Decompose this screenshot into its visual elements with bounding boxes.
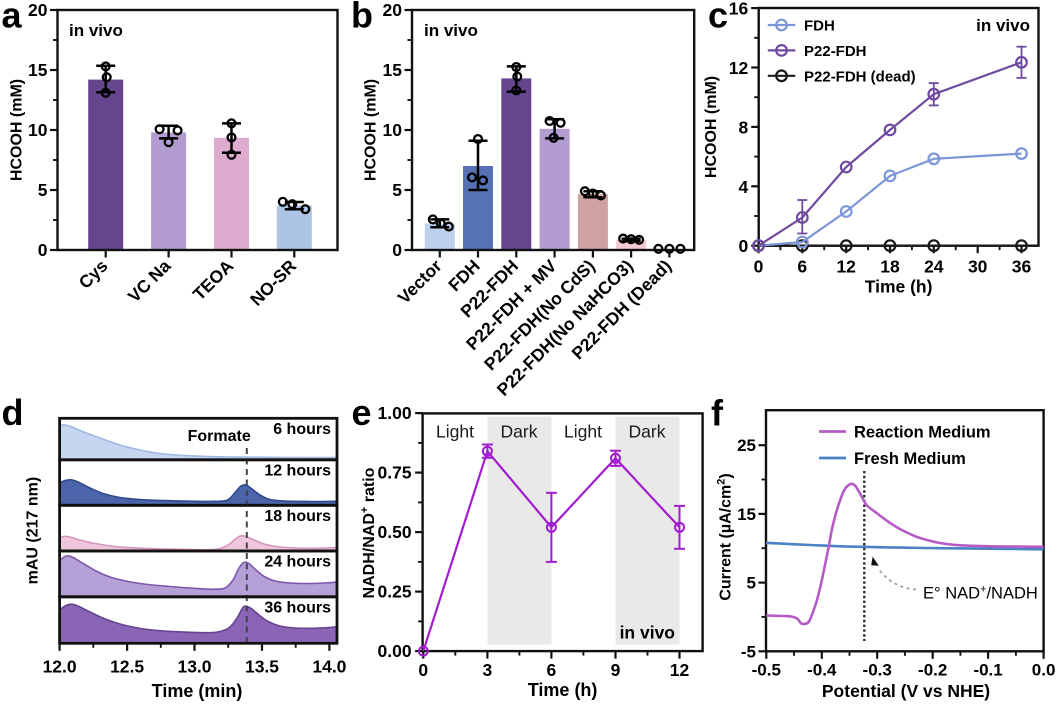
svg-text:-5: -5 (741, 642, 756, 661)
svg-text:-0.3: -0.3 (863, 660, 892, 679)
svg-text:1.00: 1.00 (378, 403, 412, 423)
svg-text:0.50: 0.50 (378, 522, 412, 542)
svg-text:0: 0 (418, 660, 428, 680)
svg-text:12: 12 (670, 660, 690, 680)
svg-text:Potential (V vs NHE): Potential (V vs NHE) (822, 681, 990, 701)
svg-text:a: a (2, 0, 23, 36)
svg-text:FDH: FDH (804, 18, 835, 35)
svg-text:0.0: 0.0 (1032, 660, 1056, 679)
svg-text:15: 15 (383, 60, 403, 80)
svg-text:10: 10 (383, 120, 403, 140)
svg-text:Formate: Formate (188, 428, 251, 445)
svg-text:-0.5: -0.5 (752, 660, 781, 679)
svg-text:HCOOH (mM): HCOOH (mM) (703, 76, 720, 178)
svg-text:0: 0 (392, 240, 402, 260)
svg-text:15: 15 (737, 505, 756, 524)
svg-text:12.0: 12.0 (43, 656, 77, 676)
svg-text:3: 3 (483, 660, 493, 680)
svg-text:16: 16 (729, 0, 749, 19)
svg-text:Light: Light (436, 422, 474, 442)
svg-text:36: 36 (1012, 257, 1032, 277)
svg-text:Dark: Dark (629, 422, 666, 442)
svg-text:d: d (2, 392, 24, 433)
svg-text:4: 4 (738, 177, 748, 197)
svg-text:0: 0 (38, 240, 48, 260)
svg-text:14.0: 14.0 (312, 656, 346, 676)
svg-text:5: 5 (38, 180, 48, 200)
svg-text:13.5: 13.5 (245, 656, 279, 676)
svg-text:8: 8 (738, 117, 748, 137)
svg-text:24 hours: 24 hours (264, 554, 331, 571)
svg-text:Reaction Medium: Reaction Medium (854, 424, 991, 442)
svg-text:mAU (217 nm): mAU (217 nm) (25, 477, 42, 585)
svg-text:in vivo: in vivo (976, 16, 1030, 35)
svg-text:15: 15 (28, 60, 48, 80)
svg-text:in vivo: in vivo (69, 21, 123, 40)
svg-text:6: 6 (797, 257, 807, 277)
svg-text:6: 6 (547, 660, 557, 680)
svg-text:36 hours: 36 hours (264, 599, 331, 616)
svg-text:0.75: 0.75 (378, 463, 412, 483)
svg-text:E° NAD+/NADH: E° NAD+/NADH (923, 584, 1038, 603)
svg-text:13.0: 13.0 (177, 656, 211, 676)
svg-text:P22-FDH: P22-FDH (804, 43, 867, 60)
svg-text:0: 0 (754, 257, 764, 277)
svg-text:in vivo: in vivo (424, 21, 478, 40)
svg-text:-0.4: -0.4 (807, 660, 837, 679)
svg-text:-0.2: -0.2 (918, 660, 947, 679)
svg-text:25: 25 (737, 436, 756, 455)
svg-text:12 hours: 12 hours (264, 462, 331, 479)
svg-text:30: 30 (968, 257, 988, 277)
svg-text:12.5: 12.5 (110, 656, 144, 676)
svg-text:0.00: 0.00 (378, 641, 412, 661)
svg-text:NADH/NAD+ ratio: NADH/NAD+ ratio (359, 467, 378, 598)
svg-text:Dark: Dark (501, 422, 538, 442)
svg-text:6 hours: 6 hours (273, 421, 331, 438)
svg-text:24: 24 (924, 257, 944, 277)
svg-text:0.25: 0.25 (378, 582, 412, 602)
svg-text:20: 20 (28, 0, 48, 20)
svg-text:P22-FDH (dead): P22-FDH (dead) (804, 68, 916, 85)
svg-text:b: b (351, 0, 373, 36)
svg-text:in vivo: in vivo (620, 623, 675, 643)
svg-text:Time (h): Time (h) (528, 680, 598, 700)
svg-text:e: e (352, 392, 372, 433)
svg-text:9: 9 (611, 660, 621, 680)
svg-text:HCOOH (mM): HCOOH (mM) (9, 79, 26, 181)
svg-text:18 hours: 18 hours (264, 508, 331, 525)
svg-text:Fresh Medium: Fresh Medium (854, 450, 966, 468)
svg-text:12: 12 (729, 58, 749, 78)
svg-text:18: 18 (880, 257, 900, 277)
svg-text:Time (min): Time (min) (152, 681, 243, 701)
svg-text:HCOOH (mM): HCOOH (mM) (363, 79, 380, 181)
svg-text:Time (h): Time (h) (865, 277, 933, 297)
svg-text:-0.1: -0.1 (973, 660, 1002, 679)
svg-text:12: 12 (836, 257, 856, 277)
svg-text:c: c (708, 0, 728, 36)
svg-text:5: 5 (392, 180, 402, 200)
svg-text:Light: Light (564, 422, 602, 442)
svg-text:Current (µA/cm2): Current (µA/cm2) (716, 473, 735, 600)
svg-text:10: 10 (28, 120, 48, 140)
svg-text:5: 5 (747, 574, 756, 593)
svg-text:20: 20 (383, 0, 403, 20)
svg-text:0: 0 (738, 236, 748, 256)
svg-text:f: f (711, 393, 724, 434)
